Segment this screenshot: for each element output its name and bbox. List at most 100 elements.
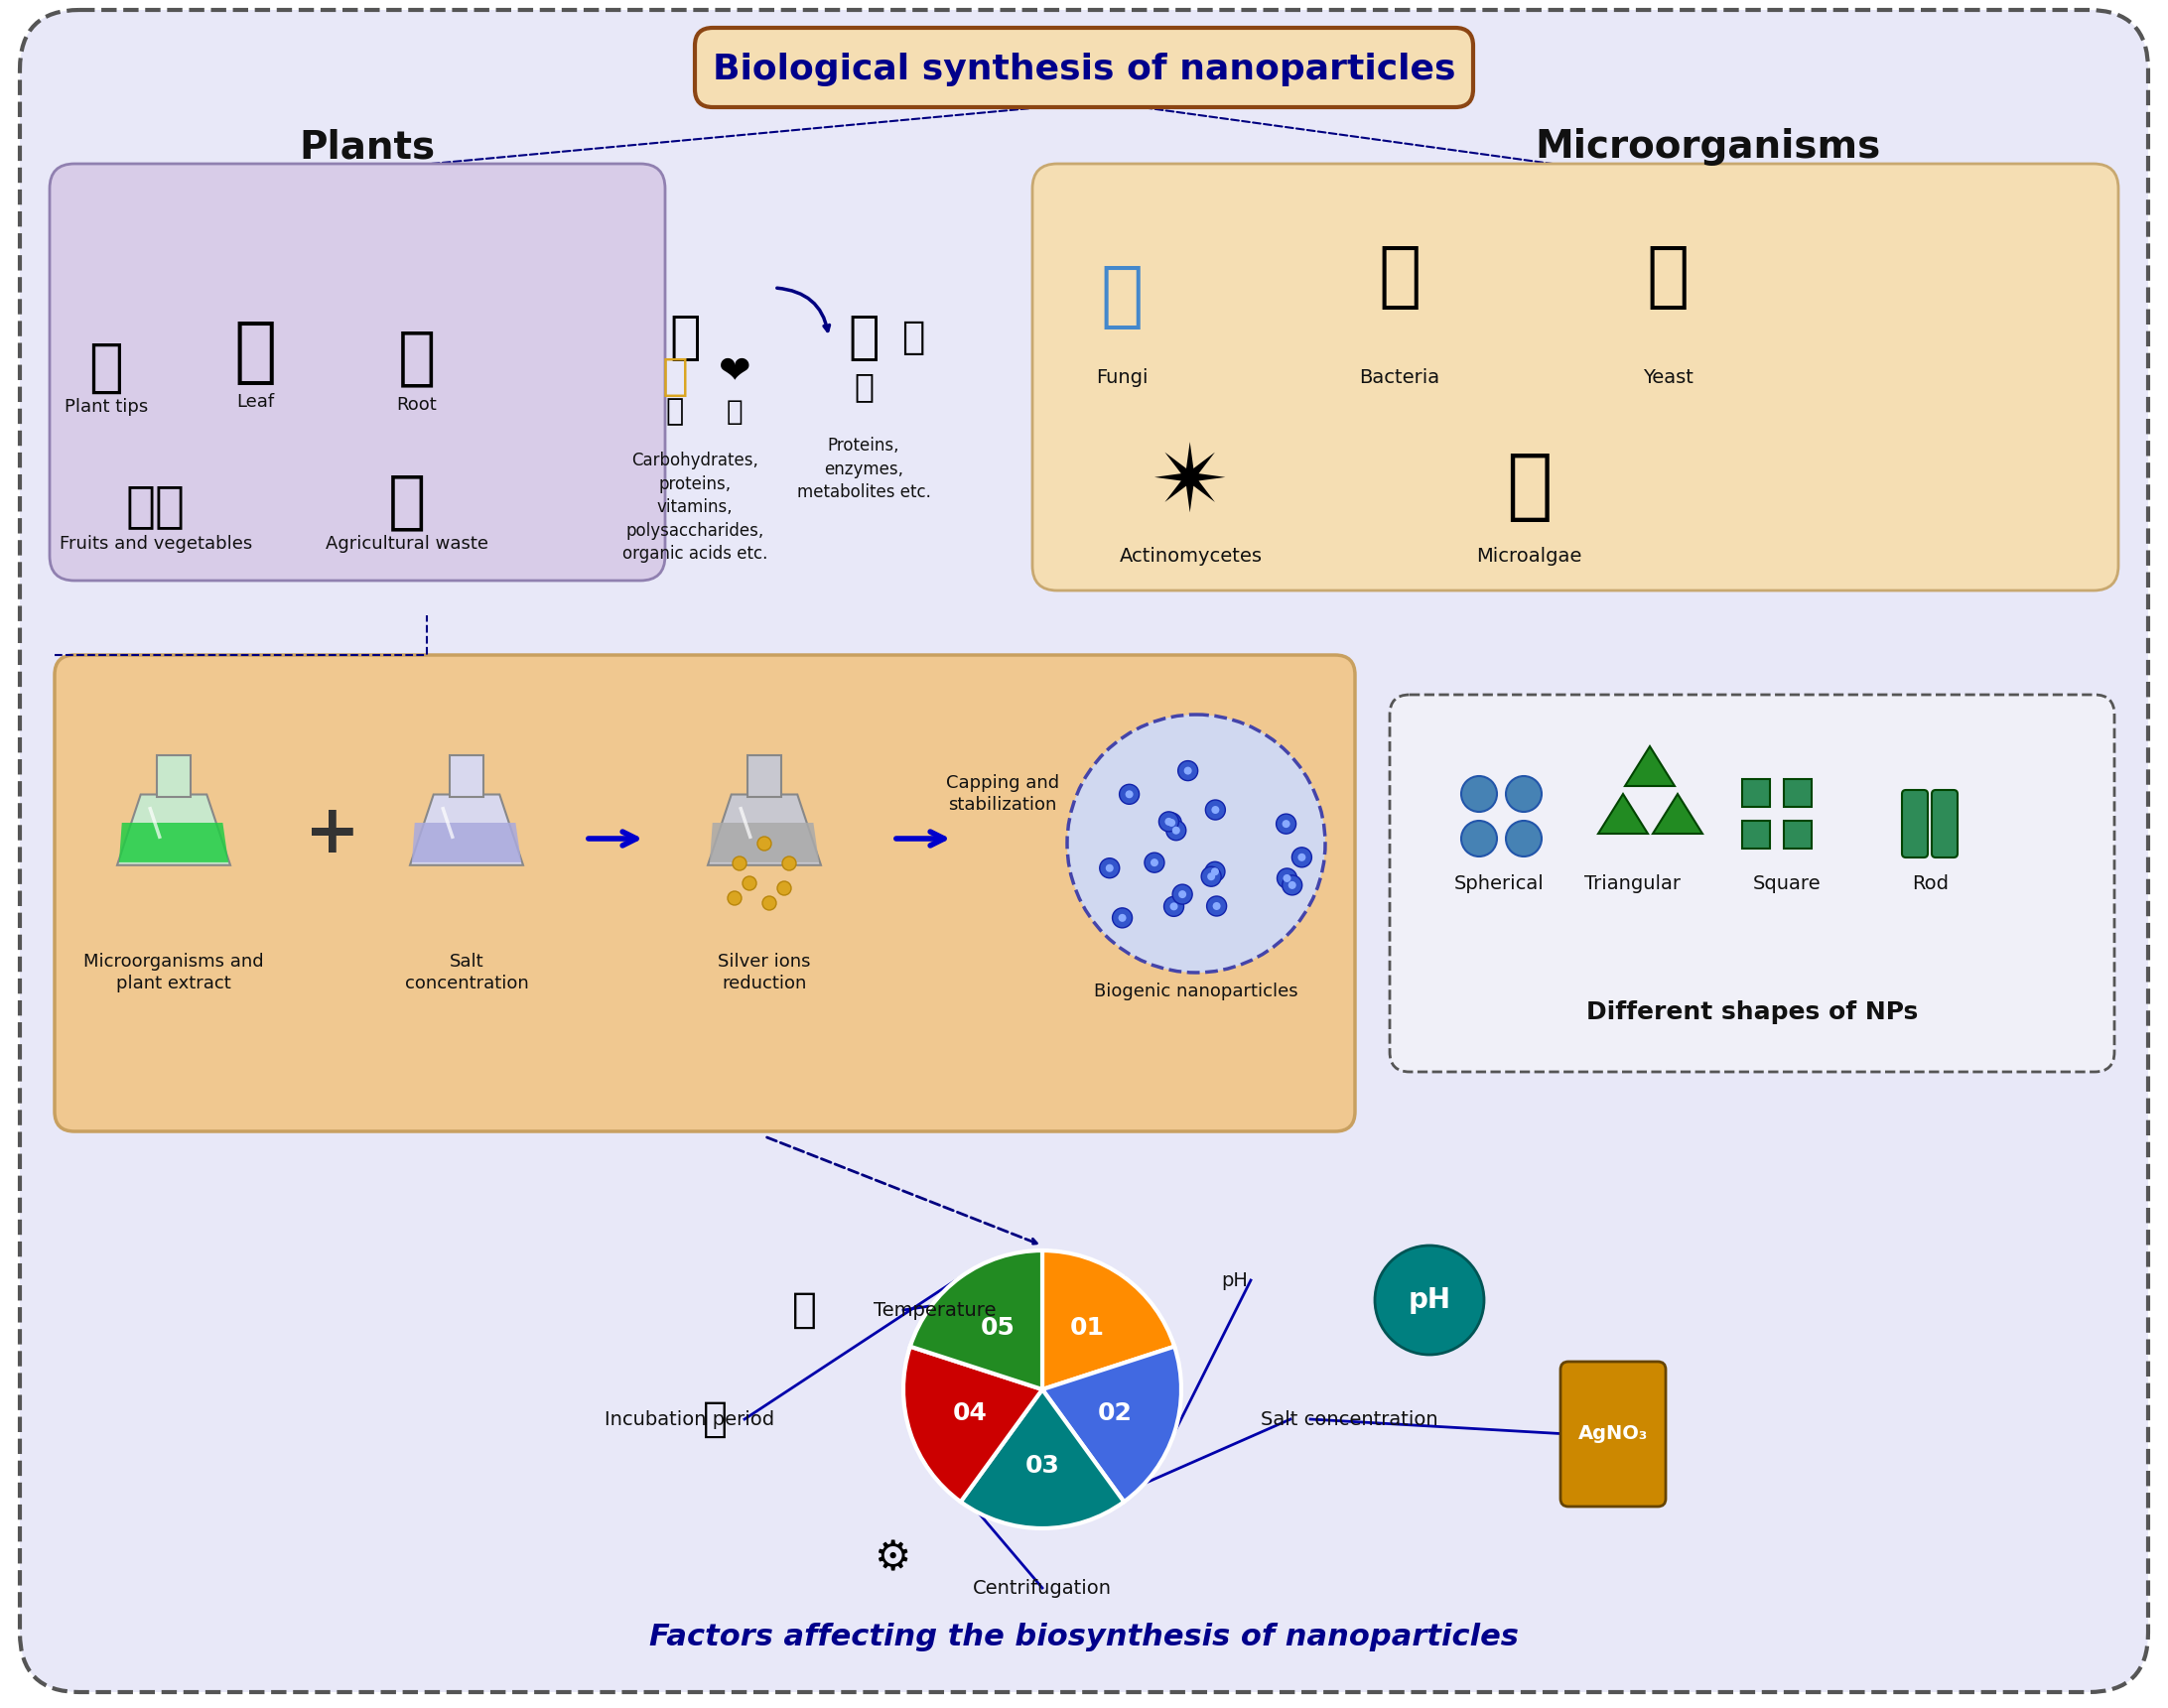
Circle shape xyxy=(1166,820,1186,840)
Circle shape xyxy=(1162,813,1182,832)
Text: ⚙️: ⚙️ xyxy=(876,1537,913,1578)
Text: 🍃: 🍃 xyxy=(234,318,278,386)
Text: Fruits and vegetables: Fruits and vegetables xyxy=(59,535,251,553)
Circle shape xyxy=(1205,799,1225,820)
Circle shape xyxy=(1112,909,1132,927)
Circle shape xyxy=(1299,854,1305,861)
Bar xyxy=(449,755,483,798)
Text: ❤️: ❤️ xyxy=(718,354,750,391)
Text: 🧩: 🧩 xyxy=(848,311,880,364)
Bar xyxy=(156,755,191,798)
Circle shape xyxy=(1164,897,1184,917)
Circle shape xyxy=(1283,874,1290,883)
Text: Silver ions
reduction: Silver ions reduction xyxy=(718,953,811,992)
Circle shape xyxy=(778,881,791,895)
Text: 02: 02 xyxy=(1097,1401,1132,1424)
Circle shape xyxy=(1281,874,1303,895)
FancyBboxPatch shape xyxy=(1390,695,2114,1073)
Text: 🍄: 🍄 xyxy=(670,311,700,364)
Text: 🔴: 🔴 xyxy=(726,398,744,425)
Circle shape xyxy=(1277,815,1296,834)
Wedge shape xyxy=(1043,1250,1175,1389)
Text: 01: 01 xyxy=(1069,1315,1106,1339)
Text: Triangular: Triangular xyxy=(1585,874,1680,893)
Polygon shape xyxy=(1598,794,1648,834)
Wedge shape xyxy=(911,1250,1043,1389)
Text: 🟠: 🟠 xyxy=(1646,244,1689,313)
Bar xyxy=(748,755,780,798)
Text: Root: Root xyxy=(397,396,438,413)
Circle shape xyxy=(1212,902,1221,910)
Polygon shape xyxy=(117,794,230,866)
Polygon shape xyxy=(119,823,228,863)
Circle shape xyxy=(1277,868,1296,888)
Circle shape xyxy=(1375,1245,1485,1354)
Text: Proteins,
enzymes,
metabolites etc.: Proteins, enzymes, metabolites etc. xyxy=(796,437,930,502)
Circle shape xyxy=(1173,827,1179,835)
Text: Plant tips: Plant tips xyxy=(65,398,147,415)
Text: pH: pH xyxy=(1407,1286,1450,1313)
Text: 🍎🥕: 🍎🥕 xyxy=(126,482,186,529)
Text: 🌿: 🌿 xyxy=(89,338,124,396)
Text: Salt
concentration: Salt concentration xyxy=(405,953,529,992)
Circle shape xyxy=(1208,897,1227,915)
Text: Carbohydrates,
proteins,
vitamins,
polysaccharides,
organic acids etc.: Carbohydrates, proteins, vitamins, polys… xyxy=(622,451,767,564)
Circle shape xyxy=(763,897,776,910)
FancyBboxPatch shape xyxy=(1932,791,1958,857)
Bar xyxy=(1784,822,1812,849)
Circle shape xyxy=(1292,847,1312,868)
Circle shape xyxy=(1106,864,1114,873)
Text: Microorganisms: Microorganisms xyxy=(1535,128,1880,166)
Circle shape xyxy=(1281,820,1290,828)
Circle shape xyxy=(1119,784,1138,804)
Text: Factors affecting the biosynthesis of nanoparticles: Factors affecting the biosynthesis of na… xyxy=(648,1623,1520,1652)
FancyBboxPatch shape xyxy=(54,654,1355,1131)
Text: 🌽: 🌽 xyxy=(388,470,427,531)
FancyBboxPatch shape xyxy=(1901,791,1927,857)
Text: Plants: Plants xyxy=(299,128,436,166)
Circle shape xyxy=(1169,818,1175,827)
Text: Bacteria: Bacteria xyxy=(1359,367,1440,386)
Polygon shape xyxy=(412,823,520,863)
Text: 03: 03 xyxy=(1025,1454,1060,1477)
Text: Centrifugation: Centrifugation xyxy=(973,1578,1112,1597)
Bar xyxy=(1743,779,1769,806)
Circle shape xyxy=(1164,818,1173,825)
Text: Biological synthesis of nanoparticles: Biological synthesis of nanoparticles xyxy=(713,53,1455,87)
Circle shape xyxy=(757,837,772,851)
Circle shape xyxy=(1145,852,1164,873)
Circle shape xyxy=(1067,714,1325,972)
Text: Microorganisms and
plant extract: Microorganisms and plant extract xyxy=(85,953,264,992)
FancyBboxPatch shape xyxy=(696,27,1472,108)
Text: 🔵: 🔵 xyxy=(854,371,874,403)
Text: Fungi: Fungi xyxy=(1095,367,1147,386)
Wedge shape xyxy=(1043,1346,1182,1501)
Text: Incubation period: Incubation period xyxy=(605,1409,774,1428)
Text: Agricultural waste: Agricultural waste xyxy=(325,535,488,553)
Circle shape xyxy=(1208,873,1216,881)
Polygon shape xyxy=(410,794,522,866)
Circle shape xyxy=(1179,890,1186,898)
Circle shape xyxy=(1177,760,1197,781)
Polygon shape xyxy=(709,823,820,863)
Text: Capping and
stabilization: Capping and stabilization xyxy=(945,774,1060,815)
Circle shape xyxy=(1461,775,1496,811)
Text: 🌡️: 🌡️ xyxy=(791,1290,817,1331)
Text: +: + xyxy=(306,801,360,866)
Text: Leaf: Leaf xyxy=(236,393,273,412)
Text: 05: 05 xyxy=(980,1315,1015,1339)
FancyBboxPatch shape xyxy=(50,164,666,581)
Text: Microalgae: Microalgae xyxy=(1476,547,1580,565)
Text: ✴️: ✴️ xyxy=(1151,441,1231,531)
Polygon shape xyxy=(1626,746,1674,786)
Wedge shape xyxy=(904,1346,1043,1501)
Circle shape xyxy=(1171,902,1177,910)
Text: ⏰: ⏰ xyxy=(702,1399,726,1440)
Circle shape xyxy=(1212,806,1218,813)
FancyBboxPatch shape xyxy=(1561,1361,1665,1506)
Circle shape xyxy=(1288,881,1296,890)
Bar xyxy=(1743,822,1769,849)
Text: Spherical: Spherical xyxy=(1455,874,1544,893)
Text: 04: 04 xyxy=(952,1401,986,1424)
Circle shape xyxy=(728,892,741,905)
